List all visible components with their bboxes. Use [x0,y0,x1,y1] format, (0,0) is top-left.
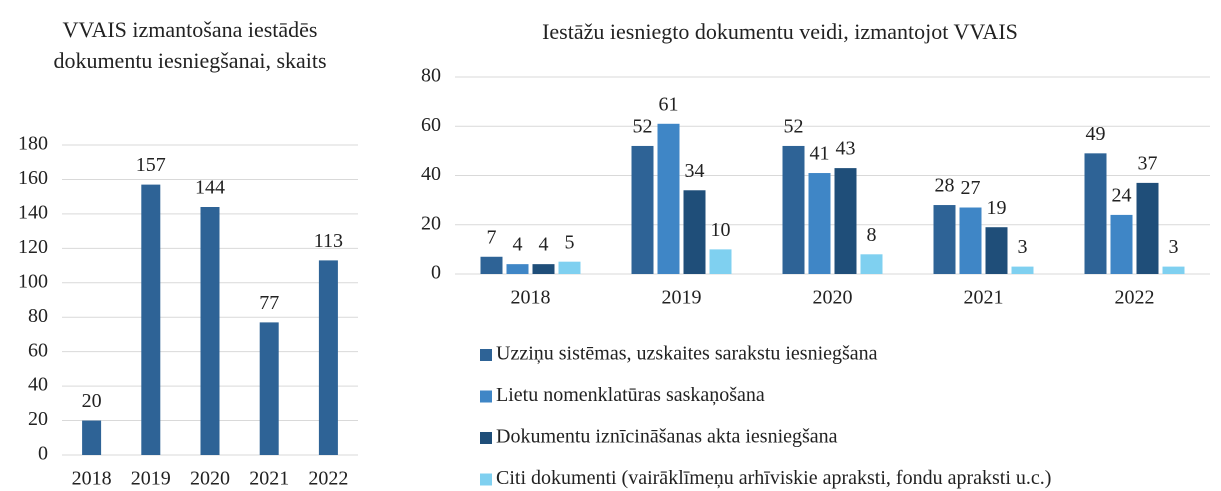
bar [1162,266,1185,274]
bar [860,254,883,274]
data-label: 113 [314,230,343,252]
legend-label: Uzziņu sistēmas, uzskaites sarakstu iesn… [496,343,878,365]
y-tick-label: 20 [421,212,441,234]
bar [1136,182,1159,274]
chart-title: VVAIS izmantošana iestādēs dokumentu ies… [53,17,327,73]
data-label: 41 [810,143,830,165]
y-tick-label: 100 [18,270,48,292]
x-tick-label: 2018 [72,468,112,490]
y-tick-label: 80 [28,305,48,327]
data-label: 19 [987,197,1007,219]
bar [1011,266,1034,274]
bar [200,207,220,455]
x-tick-label: 2018 [511,287,551,309]
y-tick-label: 40 [28,374,48,396]
data-label: 157 [136,154,166,176]
data-label: 43 [836,138,856,160]
y-tick-label: 20 [28,408,48,430]
x-tick-label: 2022 [1115,287,1155,309]
bar [657,123,680,274]
x-tick-label: 2020 [190,468,230,490]
y-tick-label: 160 [18,167,48,189]
bar [631,145,654,274]
data-label: 49 [1086,123,1106,145]
y-tick-label: 40 [421,163,441,185]
data-label: 4 [539,234,549,256]
data-label: 61 [659,93,679,115]
legend-label: Dokumentu iznīcināšanas akta iesniegšana [496,426,838,448]
bar [1110,214,1133,274]
bar [808,173,831,274]
bar [532,264,555,274]
y-tick-label: 60 [421,114,441,136]
bar [834,168,857,274]
bar [82,420,102,455]
y-tick-label: 180 [18,133,48,155]
data-label: 28 [935,175,955,197]
data-label: 20 [82,390,102,412]
data-label: 7 [487,226,497,248]
data-label: 77 [259,292,279,314]
x-tick-label: 2021 [964,287,1004,309]
y-tick-label: 120 [18,236,48,258]
bar [933,205,956,274]
data-label: 144 [195,177,225,199]
data-label: 5 [565,231,575,253]
bar [318,260,338,455]
data-label: 37 [1138,152,1158,174]
bar [259,322,279,455]
bar [985,227,1008,274]
data-label: 4 [513,234,523,256]
x-tick-label: 2019 [662,287,702,309]
data-label: 3 [1169,236,1179,258]
legend-label: Citi dokumenti (vairāklīmeņu arhīviskie … [496,467,1051,489]
y-tick-label: 0 [38,443,48,465]
data-label: 10 [711,219,731,241]
data-label: 52 [784,116,804,138]
data-label: 8 [867,224,877,246]
legend-swatch [480,473,492,486]
bar [480,256,503,274]
legend-swatch [480,349,492,361]
data-label: 27 [961,177,981,199]
bar [709,249,732,274]
x-tick-label: 2022 [308,468,348,490]
bar [683,190,706,274]
x-tick-label: 2021 [249,468,289,490]
x-tick-label: 2019 [131,468,171,490]
y-tick-label: 0 [431,262,441,284]
bar [506,264,529,274]
bar [1084,153,1107,274]
bar [558,261,581,274]
data-label: 52 [633,116,653,138]
y-tick-label: 80 [421,65,441,87]
bar [959,207,982,274]
bar [782,145,805,274]
chart-title: Iestāžu iesniegto dokumentu veidi, izman… [542,19,1018,44]
y-tick-label: 140 [18,201,48,223]
data-label: 24 [1112,184,1132,206]
legend-swatch [480,390,492,403]
y-tick-label: 60 [28,339,48,361]
legend-swatch [480,432,492,444]
data-label: 3 [1018,236,1028,258]
x-tick-label: 2020 [813,287,853,309]
legend-label: Lietu nomenklatūras saskaņošana [496,384,765,406]
bar [141,184,161,455]
data-label: 34 [685,160,705,182]
